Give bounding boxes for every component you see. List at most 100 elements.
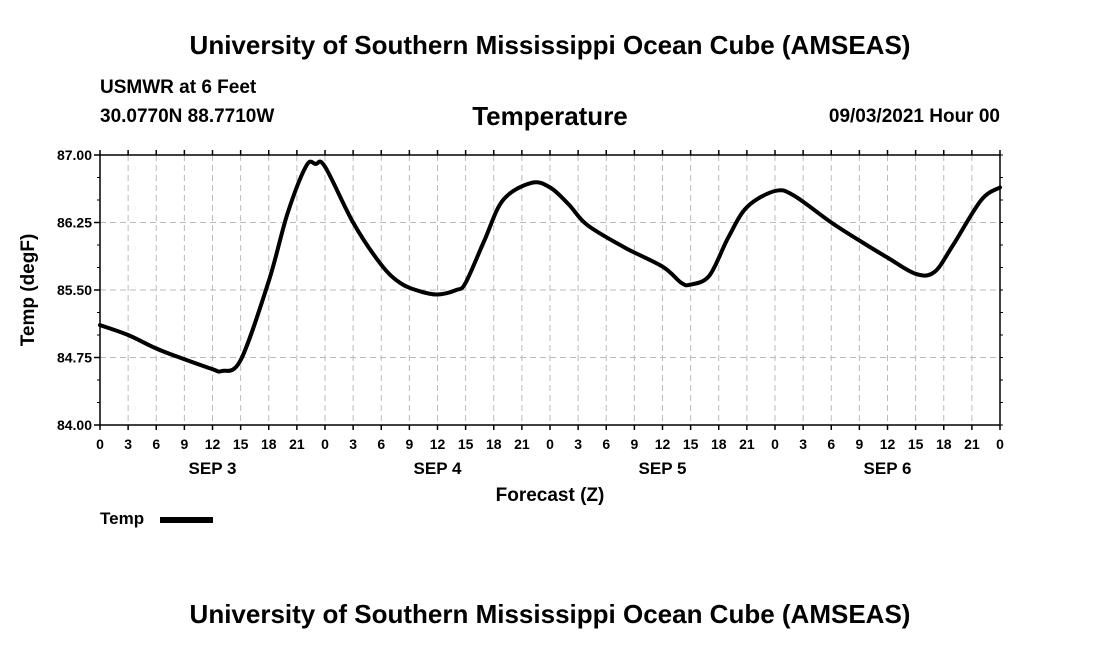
data-point: [183, 358, 186, 361]
x-tick-label: 12: [880, 436, 896, 452]
data-point: [980, 199, 983, 202]
station-coordinates: 30.0770N 88.7710W: [100, 106, 275, 127]
x-tick-label: 21: [289, 436, 305, 452]
data-point: [155, 347, 158, 350]
data-point: [99, 324, 102, 327]
data-point: [680, 281, 683, 284]
data-point: [933, 271, 936, 274]
data-point: [464, 281, 467, 284]
grid: [100, 155, 1000, 425]
x-tick-label: 18: [486, 436, 502, 452]
y-tick-label: 86.25: [57, 215, 92, 231]
data-point: [314, 163, 317, 166]
x-tick-label: 3: [124, 436, 132, 452]
x-tick-label: 0: [771, 436, 779, 452]
y-axis-tick-labels: 84.00 84.75 85.50 86.25 87.00: [57, 147, 92, 433]
legend-swatch: [160, 517, 213, 523]
x-tick-label: 9: [630, 436, 638, 452]
x-tick-label: 21: [739, 436, 755, 452]
x-tick-label: 21: [514, 436, 530, 452]
y-tick-label: 84.75: [57, 350, 92, 366]
date-label: SEP 4: [414, 459, 462, 478]
x-tick-label: 0: [321, 436, 329, 452]
x-tick-label: 0: [996, 436, 1004, 452]
data-point: [661, 265, 664, 268]
x-tick-label: 0: [96, 436, 104, 452]
x-tick-label: 9: [855, 436, 863, 452]
x-tick-label: 15: [233, 436, 249, 452]
data-point: [211, 368, 214, 371]
legend-label: Temp: [100, 509, 145, 528]
data-point: [305, 164, 308, 167]
data-point: [267, 280, 270, 283]
axis-ticks: [94, 150, 1003, 430]
data-point: [727, 236, 730, 239]
chart-title: Temperature: [472, 101, 628, 131]
x-axis-tick-labels: 0 3 6 9 12 15 18 21 0 3 6 9 12 15 18 21 0 3 6 9 12 15 18 21 0 3 6 9…: [96, 436, 1004, 452]
x-tick-label: 0: [546, 436, 554, 452]
data-point: [127, 334, 130, 337]
data-point: [220, 370, 223, 373]
x-tick-label: 6: [602, 436, 610, 452]
data-point: [483, 239, 486, 242]
y-tick-label: 84.00: [57, 417, 92, 433]
data-point: [286, 212, 289, 215]
date-label: SEP 3: [189, 459, 237, 478]
page-title: University of Southern Mississippi Ocean…: [189, 30, 911, 60]
x-tick-label: 15: [458, 436, 474, 452]
x-tick-label: 9: [180, 436, 188, 452]
x-tick-label: 18: [261, 436, 277, 452]
x-tick-label: 3: [799, 436, 807, 452]
footer-title: University of Southern Mississippi Ocean…: [189, 599, 911, 629]
data-point: [455, 289, 458, 292]
x-tick-label: 3: [574, 436, 582, 452]
data-point: [586, 224, 589, 227]
station-label: USMWR at 6 Feet: [100, 77, 257, 98]
x-tick-label: 6: [152, 436, 160, 452]
data-point: [567, 203, 570, 206]
data-point: [399, 281, 402, 284]
x-tick-label: 15: [908, 436, 924, 452]
forecast-datestamp: 09/03/2021 Hour 00: [828, 106, 1000, 127]
data-point: [436, 293, 439, 296]
data-point: [380, 263, 383, 266]
data-point: [530, 181, 533, 184]
x-tick-label: 6: [377, 436, 385, 452]
data-point: [745, 206, 748, 209]
data-point: [914, 272, 917, 275]
x-tick-label: 12: [655, 436, 671, 452]
date-label: SEP 5: [639, 459, 687, 478]
y-axis-label: Temp (degF): [18, 234, 39, 347]
x-tick-label: 6: [827, 436, 835, 452]
data-point: [624, 246, 627, 249]
data-point: [549, 186, 552, 189]
data-point: [952, 244, 955, 247]
data-point: [708, 274, 711, 277]
data-point: [999, 186, 1002, 189]
data-point: [886, 256, 889, 259]
x-tick-label: 15: [683, 436, 699, 452]
series-line-temp: [98, 159, 1002, 374]
y-tick-label: 85.50: [57, 282, 92, 298]
data-point: [858, 239, 861, 242]
data-point: [352, 221, 355, 224]
data-point: [830, 221, 833, 224]
data-point: [774, 190, 777, 193]
x-axis-label: Forecast (Z): [496, 485, 605, 506]
data-point: [502, 199, 505, 202]
data-point: [239, 359, 242, 362]
x-axis-date-labels: SEP 3 SEP 4 SEP 5 SEP 6: [189, 459, 912, 478]
x-tick-label: 12: [430, 436, 446, 452]
x-tick-label: 12: [205, 436, 221, 452]
data-point: [792, 194, 795, 197]
x-tick-label: 21: [964, 436, 980, 452]
data-point: [417, 289, 420, 292]
x-tick-label: 18: [936, 436, 952, 452]
y-tick-label: 87.00: [57, 147, 92, 163]
x-tick-label: 3: [349, 436, 357, 452]
x-tick-label: 18: [711, 436, 727, 452]
data-point: [324, 165, 327, 168]
date-label: SEP 6: [864, 459, 912, 478]
data-point: [689, 283, 692, 286]
